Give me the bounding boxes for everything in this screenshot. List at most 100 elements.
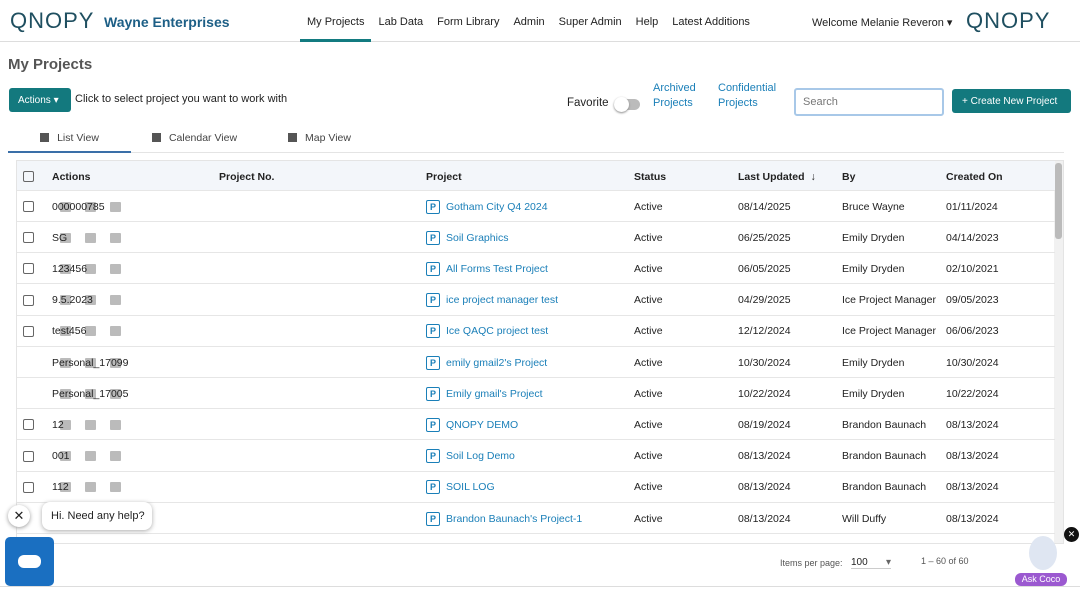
row-checkbox[interactable] bbox=[23, 409, 34, 440]
row-actions[interactable] bbox=[60, 222, 135, 253]
welcome[interactable]: Welcome Melanie Reveron bbox=[812, 17, 944, 29]
nav-item[interactable]: Latest Additions bbox=[672, 16, 750, 28]
row-checkbox[interactable] bbox=[23, 253, 34, 284]
row-checkbox[interactable] bbox=[23, 472, 34, 503]
project-link[interactable]: Brandon Baunach's Project-1 bbox=[446, 512, 583, 525]
column-header[interactable]: Status bbox=[634, 170, 667, 183]
tab[interactable]: List View bbox=[8, 128, 131, 153]
row-actions[interactable] bbox=[60, 253, 135, 284]
project-link[interactable]: SOIL LOG bbox=[446, 481, 495, 494]
no-cell: 000000785 bbox=[52, 200, 105, 213]
table-row[interactable]: test456 P Ice QAQC project test Active 12/12… bbox=[17, 316, 1055, 347]
row-checkbox[interactable] bbox=[23, 316, 34, 347]
table-row[interactable]: Personal_16138PBrandon Baunach's Project… bbox=[17, 503, 1055, 534]
header-checkbox[interactable] bbox=[23, 161, 34, 192]
items-select[interactable]: 100 ▾ bbox=[851, 557, 891, 569]
nav: My Projects Lab Data Form Library Admin Supe… bbox=[300, 0, 757, 42]
row-checkbox[interactable] bbox=[23, 441, 34, 472]
row-actions[interactable] bbox=[60, 472, 135, 503]
actions-button[interactable]: Actions ▾ bbox=[9, 88, 71, 112]
nav-item[interactable]: Lab Data bbox=[378, 16, 424, 28]
table-row[interactable]: 112 P SOIL LOG Active 08/13/2024 Brandon Baun… bbox=[17, 472, 1055, 503]
status-cell: Active bbox=[634, 356, 663, 369]
by-cell: Emily Dryden bbox=[842, 387, 905, 400]
by-cell: Ice Project Manager bbox=[842, 325, 936, 338]
table-row[interactable]: 123456 P All Forms Test Project Active 06/05… bbox=[17, 253, 1055, 285]
created-cell: 09/05/2023 bbox=[946, 294, 999, 307]
row-checkbox[interactable] bbox=[23, 285, 34, 316]
table-row[interactable]: Personal_17005 P Emily gmail's Project Acti… bbox=[17, 378, 1055, 410]
project-link[interactable]: emily gmail2's Project bbox=[446, 356, 548, 369]
create-button[interactable]: + Create New Project bbox=[952, 89, 1071, 113]
scrollbar[interactable] bbox=[1054, 161, 1063, 543]
project-cell: P Soil Graphics bbox=[426, 222, 508, 253]
status-cell: Active bbox=[634, 231, 663, 244]
by-cell: Bruce Wayne bbox=[842, 200, 905, 213]
created-cell: 08/13/2024 bbox=[946, 512, 999, 525]
column-header[interactable]: By bbox=[842, 170, 856, 183]
project-table: Actions Project No. Project Status Last Upda… bbox=[16, 160, 1064, 544]
row-actions[interactable] bbox=[60, 316, 135, 347]
row-actions[interactable] bbox=[60, 378, 135, 409]
project-cell: P SOIL LOG bbox=[426, 472, 495, 503]
column-header[interactable]: Project bbox=[426, 170, 462, 183]
column-header[interactable]: Created On bbox=[946, 170, 1003, 183]
nav-item[interactable]: Help bbox=[635, 16, 659, 28]
welcome-menu[interactable]: Welcome Melanie Reveron ▾ bbox=[812, 17, 953, 29]
row-actions[interactable] bbox=[60, 347, 135, 378]
by-cell: Brandon Baunach bbox=[842, 418, 927, 431]
created-cell: 06/06/2023 bbox=[946, 325, 999, 338]
project-link[interactable]: Ice QAQC project test bbox=[446, 325, 549, 338]
row-checkbox[interactable] bbox=[23, 222, 34, 253]
status-cell: Active bbox=[634, 512, 663, 525]
row-actions[interactable] bbox=[60, 191, 135, 222]
chat-bubble: Hi. Need any help? bbox=[42, 502, 152, 530]
nav-item[interactable]: Form Library bbox=[437, 16, 500, 28]
table-header: Actions Project No. Project Status Last Upda… bbox=[17, 161, 1055, 191]
nav-item[interactable]: Admin bbox=[513, 16, 545, 28]
project-link[interactable]: ice project manager test bbox=[446, 294, 559, 307]
chat-close[interactable]: ✕ bbox=[8, 505, 30, 527]
archived-link[interactable]: Archived Projects bbox=[653, 82, 696, 109]
updated-cell: 06/05/2025 bbox=[738, 262, 791, 275]
no-cell: 001 bbox=[52, 450, 70, 463]
updated-cell: 12/12/2024 bbox=[738, 325, 791, 338]
no-cell: test456 bbox=[52, 325, 87, 338]
project-link[interactable]: Soil Graphics bbox=[446, 231, 509, 244]
table-row[interactable]: 12 P QNOPY DEMO Active 08/19/2024 Brandon Bau… bbox=[17, 409, 1055, 441]
project-link[interactable]: Soil Log Demo bbox=[446, 450, 515, 463]
favorite-toggle[interactable] bbox=[614, 97, 640, 112]
column-header[interactable]: Last Updated ↓ bbox=[738, 170, 816, 183]
project-link[interactable]: Gotham City Q4 2024 bbox=[446, 200, 548, 213]
nav-item[interactable]: My Projects bbox=[300, 0, 372, 42]
tab[interactable]: Map View bbox=[258, 128, 381, 153]
row-checkbox[interactable] bbox=[23, 191, 34, 222]
row-actions[interactable] bbox=[60, 409, 135, 440]
nav-item[interactable]: Super Admin bbox=[558, 16, 622, 28]
project-cell: P QNOPY DEMO bbox=[426, 409, 518, 440]
chat-button[interactable] bbox=[5, 537, 54, 586]
coco-close[interactable]: ✕ bbox=[1064, 527, 1079, 542]
project-link[interactable]: Emily gmail's Project bbox=[446, 387, 543, 400]
project-link[interactable]: QNOPY DEMO bbox=[446, 418, 519, 431]
row-actions[interactable] bbox=[60, 441, 135, 472]
coco-avatar[interactable] bbox=[1029, 536, 1057, 570]
tab-label: Map View bbox=[305, 132, 351, 144]
coco-label[interactable]: Ask Coco bbox=[1015, 573, 1067, 586]
column-header[interactable]: Project No. bbox=[219, 170, 275, 183]
status-cell: Active bbox=[634, 294, 663, 307]
tab[interactable]: Calendar View bbox=[133, 128, 256, 153]
row-actions[interactable] bbox=[60, 285, 135, 316]
table-row[interactable]: 000000785 P Gotham City Q4 2024 Active 08/14… bbox=[17, 191, 1055, 222]
search-input[interactable]: Search bbox=[794, 88, 944, 116]
table-row[interactable]: SG P Soil Graphics Active 06/25/2025 Emily Dr… bbox=[17, 222, 1055, 254]
table-row[interactable]: 001 P Soil Log Demo Active 08/13/2024 Brandon… bbox=[17, 441, 1055, 472]
project-link[interactable]: All Forms Test Project bbox=[446, 262, 548, 275]
no-cell: 9.5.2023 bbox=[52, 294, 93, 307]
status-cell: Active bbox=[634, 262, 663, 275]
confidential-link[interactable]: Confidential Projects bbox=[718, 82, 777, 109]
